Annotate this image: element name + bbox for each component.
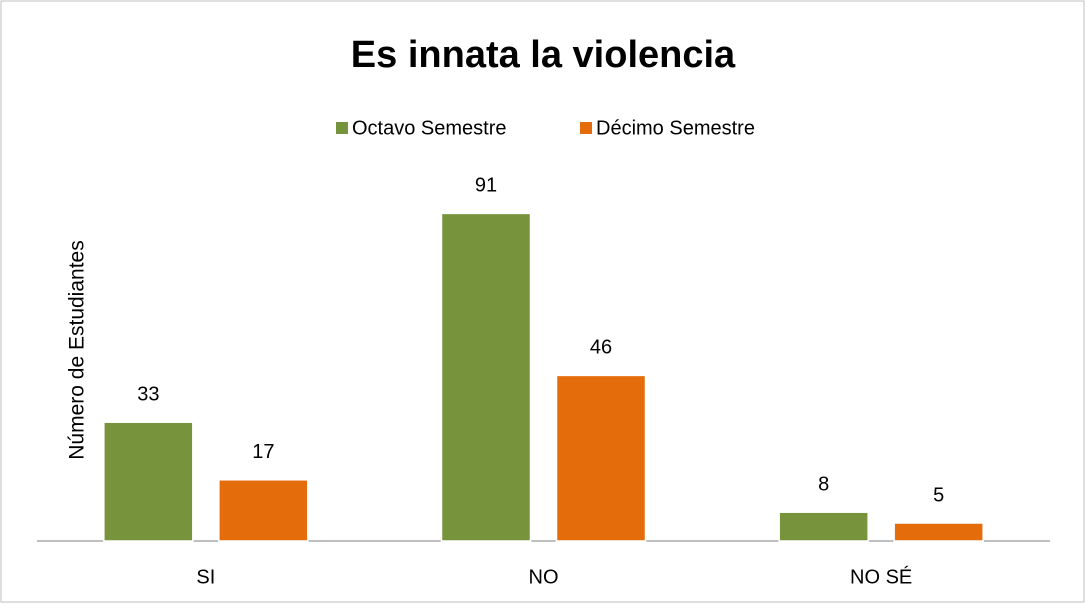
y-axis-label: Número de Estudiantes (66, 240, 89, 459)
bar (103, 421, 194, 542)
data-label: 5 (933, 484, 944, 506)
legend: Octavo Semestre Décimo Semestre (336, 117, 755, 139)
data-label: 33 (137, 383, 159, 405)
legend-swatch (336, 122, 348, 134)
bar (218, 479, 309, 542)
data-label: 46 (590, 337, 612, 359)
bar (555, 374, 647, 542)
x-tick-label: SI (196, 566, 215, 588)
legend-label: Octavo Semestre (352, 117, 507, 139)
data-label: 17 (252, 441, 274, 463)
chart-title: Es innata la violencia (351, 34, 736, 76)
bar (778, 511, 869, 542)
data-label: 8 (818, 473, 829, 495)
x-tick-label: NO SÉ (850, 565, 912, 588)
data-label: 91 (475, 175, 497, 197)
legend-label: Décimo Semestre (596, 117, 755, 139)
x-tick-label: NO (529, 566, 559, 588)
legend-swatch (580, 122, 592, 134)
bar (440, 212, 532, 542)
bar (893, 522, 984, 542)
